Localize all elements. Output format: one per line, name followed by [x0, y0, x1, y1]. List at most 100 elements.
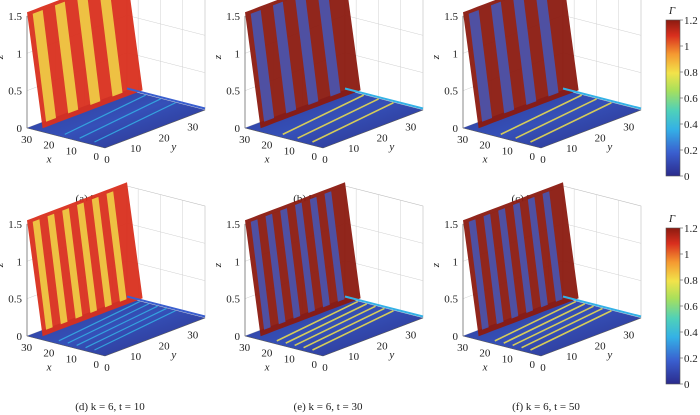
surface-band	[106, 191, 127, 302]
surface-streak	[64, 94, 146, 135]
wall-grid-line	[126, 52, 206, 73]
y-tick-label: 10	[566, 351, 578, 363]
x-tick-label: 30	[239, 134, 251, 146]
wall-grid-line	[126, 15, 206, 36]
x-axis-label: x	[264, 153, 270, 165]
surface-streak	[85, 307, 167, 349]
z-axis-label: z	[212, 262, 224, 268]
y-tick-label: 0	[104, 154, 110, 166]
wall-grid-line	[562, 260, 642, 281]
z-axis-label: z	[212, 54, 224, 60]
z-tick-label: 1	[17, 256, 23, 268]
x-tick-label: 0	[530, 151, 536, 163]
colorbar-tick-label: 1	[684, 41, 690, 53]
wall-grid-line	[344, 223, 424, 244]
x-tick-label: 30	[457, 134, 469, 146]
surface-band	[91, 196, 112, 308]
x-tick-label: 10	[66, 353, 78, 365]
x-axis-label: x	[482, 153, 488, 165]
surface-band	[513, 0, 537, 105]
surface-edge	[344, 87, 424, 110]
surface-streak	[500, 94, 583, 136]
surface-band	[47, 213, 68, 325]
surface-streak	[58, 301, 141, 342]
wall-grid-line	[344, 15, 424, 36]
surface-band	[77, 202, 97, 313]
y-axis-line	[322, 317, 424, 357]
y-tick-label: 0	[322, 362, 328, 374]
y-tick-label: 10	[348, 143, 360, 155]
x-tick-label: 20	[43, 140, 55, 152]
y-axis-line	[540, 317, 642, 357]
x-tick-label: 10	[284, 353, 296, 365]
surface-band	[527, 196, 548, 308]
colorbar-tick-label: 0.4	[684, 327, 698, 339]
surface-band	[513, 202, 533, 313]
y-tick-label: 10	[348, 351, 360, 363]
surface-floor	[245, 90, 423, 148]
surface-streak	[94, 310, 176, 351]
surface-band	[498, 208, 519, 319]
y-axis-label: y	[606, 349, 612, 361]
z-tick-label: 0.5	[444, 294, 458, 306]
y-tick-label: 0	[322, 154, 328, 166]
surface-band	[309, 196, 330, 308]
colorbar-tick-label: 1.2	[684, 223, 698, 235]
surface-streak	[282, 94, 365, 136]
surface-band	[468, 219, 489, 330]
x-tick-label: 20	[261, 140, 273, 152]
colorbar: Γ 1.2 1 0.8 0.6 0.4 0.2 0	[665, 5, 698, 183]
surface-streak	[79, 98, 161, 139]
y-axis-line	[104, 317, 206, 357]
colorbar-title: Γ	[668, 5, 676, 17]
z-tick-label: 1.5	[226, 219, 240, 231]
y-axis-line	[322, 109, 424, 149]
surface-streak	[67, 303, 149, 344]
colorbars-group: Γ 1.2 1 0.8 0.6 0.4 0.2 0 Γ 1.2 1 0.8 0.6 0.4 0.2 0	[665, 5, 698, 391]
z-tick-label: 1.5	[444, 219, 458, 231]
surface-band	[490, 1, 515, 114]
x-axis-line	[462, 127, 542, 149]
y-tick-label: 30	[187, 121, 199, 133]
surface-streak	[521, 307, 603, 349]
surface-floor	[27, 90, 205, 148]
surface-band	[100, 0, 123, 97]
colorbar-gradient	[665, 227, 681, 385]
surface-band	[250, 10, 275, 122]
colorbar-tick-label: 0.6	[684, 301, 698, 313]
colorbar-gradient	[665, 19, 681, 177]
wall-grid-line	[562, 15, 642, 36]
z-tick-label: 1	[453, 256, 459, 268]
surface-streak	[312, 102, 394, 143]
surface-band	[32, 219, 53, 330]
y-tick-label: 30	[405, 121, 417, 133]
z-tick-label: 1.5	[8, 11, 22, 23]
colorbar-tick-label: 0	[684, 379, 690, 391]
y-tick-label: 30	[623, 121, 635, 133]
surface-streak	[294, 305, 376, 347]
y-tick-label: 10	[130, 143, 142, 155]
surface-edge	[562, 295, 642, 318]
z-tick-label: 1.5	[444, 11, 458, 23]
y-tick-label: 20	[377, 340, 389, 352]
colorbar-tick-label: 0.6	[684, 93, 698, 105]
surface-band	[483, 213, 504, 325]
y-axis-line	[104, 109, 206, 149]
y-tick-label: 20	[595, 340, 607, 352]
surface-streak	[276, 300, 359, 342]
colorbar-tick-label: 1	[684, 249, 690, 261]
wall-grid-line	[562, 223, 642, 244]
panel-caption: (d) k = 6, t = 10	[75, 401, 145, 413]
colorbar-tick-label: 0	[684, 171, 690, 183]
surface-floor	[463, 90, 641, 148]
x-tick-label: 20	[479, 348, 491, 360]
x-tick-label: 10	[284, 145, 296, 157]
surface-edge	[126, 295, 206, 318]
surface-band	[536, 0, 559, 97]
y-axis-label: y	[170, 349, 176, 361]
wall-grid-line	[344, 260, 424, 281]
